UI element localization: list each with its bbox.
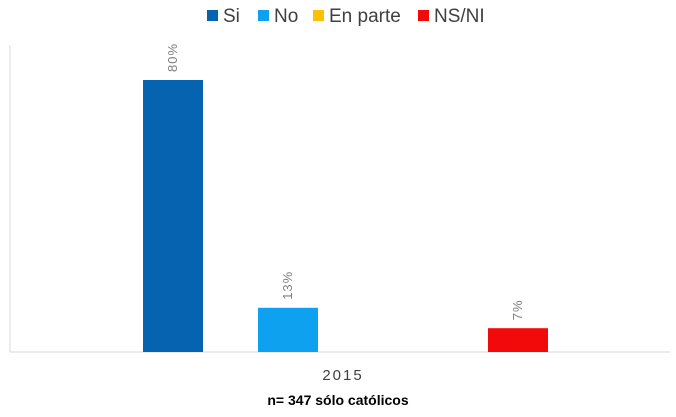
legend-label-1: Si	[223, 6, 240, 27]
legend-label-2: No	[274, 6, 298, 27]
data-label-4: 7%	[510, 299, 525, 320]
bar-2	[258, 307, 318, 352]
legend-label-4: NS/NI	[434, 6, 485, 27]
bar-1	[143, 80, 203, 352]
bars	[143, 80, 548, 352]
x-tick-label: 2015	[322, 367, 363, 384]
legend: Si No En parte NS/NI	[207, 6, 485, 27]
legend-swatch-2	[258, 10, 269, 21]
data-labels: 80% 13% 7%	[165, 43, 525, 320]
legend-label-3: En parte	[329, 6, 401, 27]
legend-swatch-1	[207, 10, 218, 21]
data-label-1: 80%	[165, 43, 180, 72]
data-label-2: 13%	[280, 271, 295, 300]
legend-swatch-4	[418, 10, 429, 21]
bar-4	[488, 328, 548, 352]
sample-note: n= 347 sólo católicos	[267, 392, 408, 408]
legend-swatch-3	[313, 10, 324, 21]
